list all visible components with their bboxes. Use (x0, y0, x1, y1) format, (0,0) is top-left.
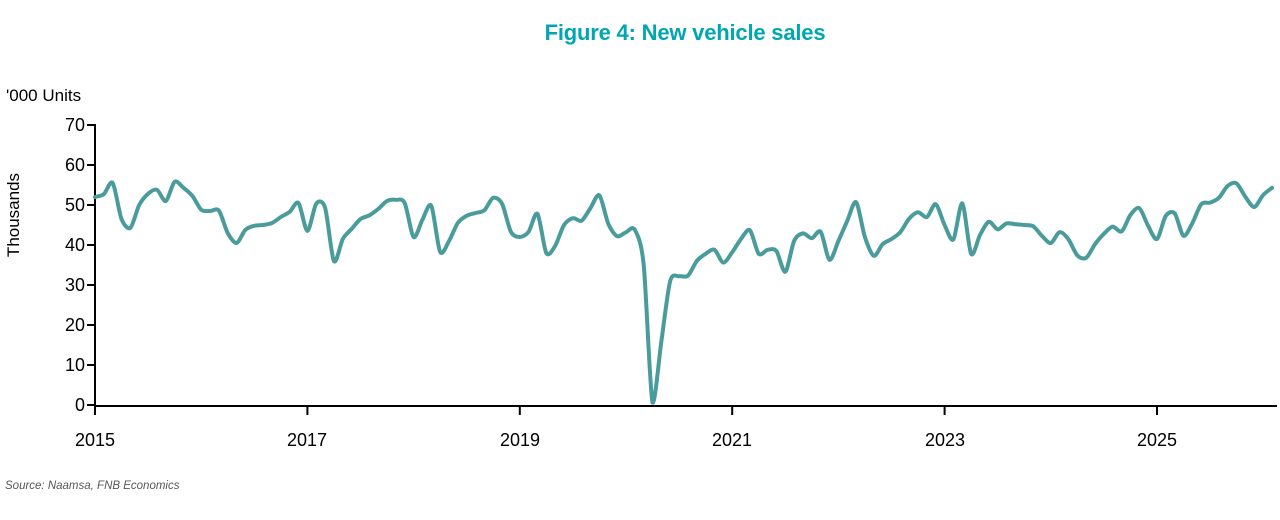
x-tick-label: 2023 (924, 430, 966, 450)
x-tick-label: 2019 (499, 430, 541, 450)
x-tick-label: 2021 (711, 430, 753, 450)
sales-line-series (93, 179, 1274, 405)
x-tick-label: 2017 (286, 430, 328, 450)
x-tick-label: 2015 (74, 430, 116, 450)
source-note: Source: Naamsa, FNB Economics (5, 480, 180, 492)
y-tick-label: 0 (74, 395, 85, 415)
axes (87, 124, 1277, 415)
y-tick-label: 50 (64, 195, 85, 215)
x-tick-label: 2025 (1136, 430, 1178, 450)
unit-label: '000 Units (6, 86, 82, 105)
y-tick-label: 70 (64, 115, 85, 135)
y-tick-label: 60 (64, 155, 85, 175)
y-tick-label: 40 (64, 235, 85, 255)
chart-title: Figure 4: New vehicle sales (544, 20, 826, 45)
y-tick-label: 30 (64, 275, 85, 295)
y-tick-label: 20 (64, 315, 85, 335)
y-tick-label: 10 (64, 355, 85, 375)
